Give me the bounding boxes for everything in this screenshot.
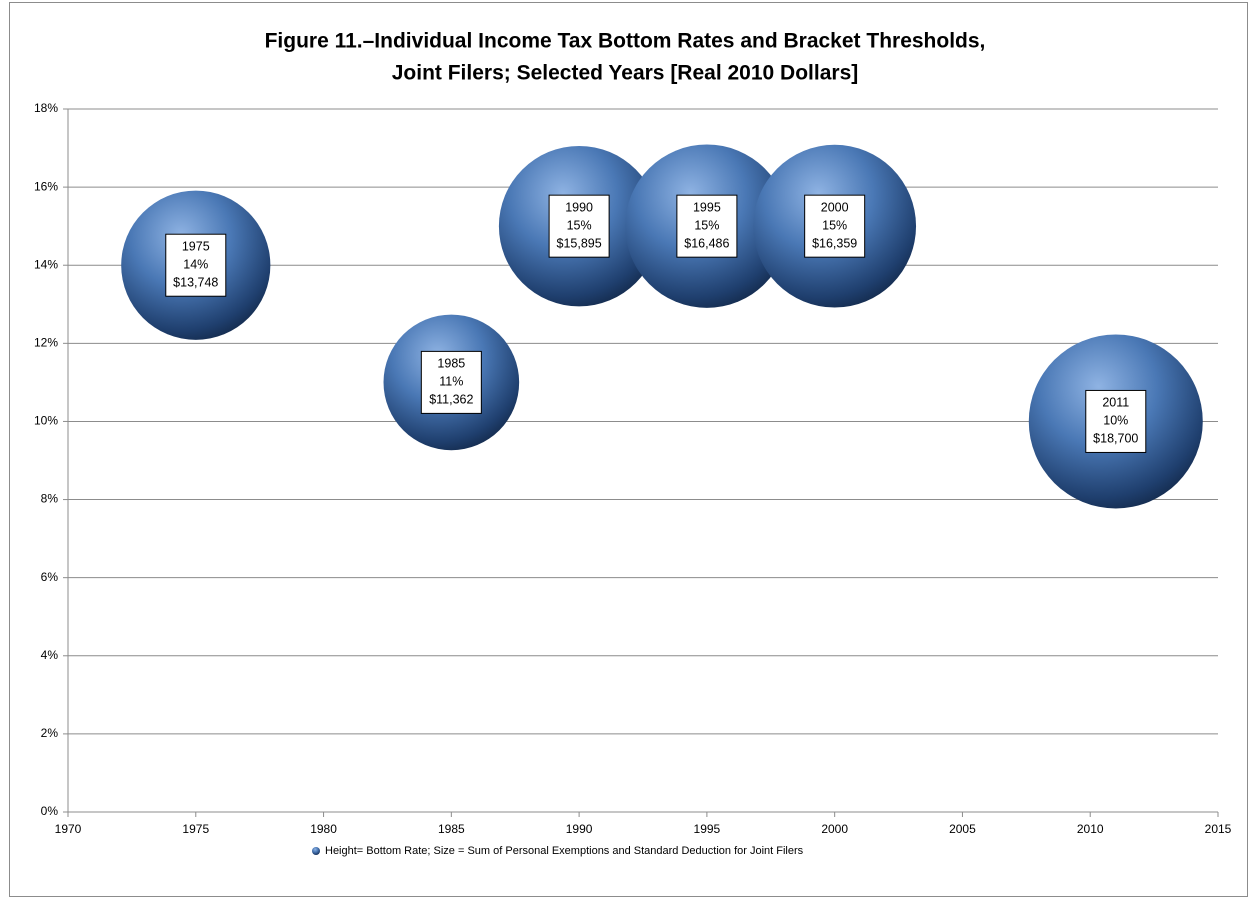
y-tick-label: 2%: [41, 726, 59, 740]
data-label: 15%: [567, 218, 592, 232]
data-label: $15,895: [557, 236, 602, 250]
data-label-box: [165, 233, 227, 297]
y-tick-label: 18%: [34, 101, 58, 115]
data-label-box: [548, 194, 610, 258]
data-label: 14%: [183, 258, 208, 272]
legend-marker: [312, 847, 320, 855]
data-label: 1975: [182, 240, 210, 254]
y-tick-label: 0%: [41, 804, 59, 818]
data-label-box: [1085, 389, 1147, 453]
x-tick-label: 2000: [821, 822, 848, 836]
chart-title: Joint Filers; Selected Years [Real 2010 …: [392, 62, 859, 85]
data-label-box: [804, 194, 866, 258]
data-label: 15%: [822, 218, 847, 232]
data-label: 1985: [437, 357, 465, 371]
x-tick-label: 1975: [182, 822, 209, 836]
data-label: 1990: [565, 200, 593, 214]
chart-title: Figure 11.–Individual Income Tax Bottom …: [265, 30, 986, 53]
y-tick-label: 16%: [34, 179, 58, 193]
x-tick-label: 1990: [566, 822, 593, 836]
data-label: $16,359: [812, 236, 857, 250]
data-label-box: [420, 350, 482, 414]
y-tick-label: 8%: [41, 492, 59, 506]
y-tick-label: 12%: [34, 336, 58, 350]
y-tick-label: 4%: [41, 648, 59, 662]
x-tick-label: 2015: [1205, 822, 1232, 836]
x-tick-label: 1985: [438, 822, 465, 836]
data-label: 2011: [1102, 396, 1129, 410]
legend-label: Height= Bottom Rate; Size = Sum of Perso…: [325, 845, 804, 857]
data-label: 15%: [694, 218, 719, 232]
y-tick-label: 6%: [41, 570, 59, 584]
data-label: 2000: [821, 200, 849, 214]
data-label: 1995: [693, 200, 721, 214]
x-tick-label: 2010: [1077, 822, 1104, 836]
data-label: $11,362: [429, 393, 473, 407]
y-tick-label: 14%: [34, 257, 58, 271]
data-label: $13,748: [173, 276, 218, 290]
data-label: 11%: [439, 375, 463, 389]
y-tick-label: 10%: [34, 414, 58, 428]
x-tick-label: 1995: [694, 822, 721, 836]
data-label: $16,486: [684, 236, 729, 250]
data-label: $18,700: [1093, 432, 1138, 446]
x-tick-label: 2005: [949, 822, 976, 836]
data-label-box: [676, 194, 738, 258]
x-tick-label: 1970: [55, 822, 82, 836]
x-tick-label: 1980: [310, 822, 337, 836]
data-label: 10%: [1103, 414, 1128, 428]
